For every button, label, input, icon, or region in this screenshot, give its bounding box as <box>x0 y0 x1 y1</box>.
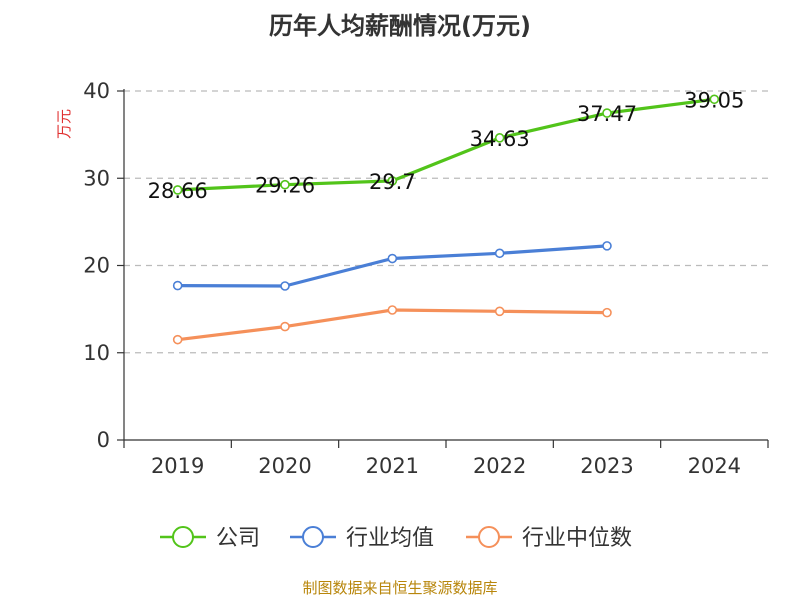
y-tick-label: 0 <box>97 428 110 452</box>
gridlines <box>124 90 768 354</box>
legend-label: 行业中位数 <box>522 526 632 551</box>
data-label: 29.7 <box>369 170 416 194</box>
y-axis-label: 万元 <box>55 109 73 139</box>
y-tick-label: 40 <box>83 79 110 103</box>
legend-label: 公司 <box>216 526 260 551</box>
legend-item[interactable]: 公司 <box>160 526 260 551</box>
x-tick-label: 2019 <box>151 454 204 478</box>
data-point[interactable] <box>387 253 398 264</box>
source-note: 制图数据来自恒生聚源数据库 <box>302 579 497 597</box>
y-tick-label: 20 <box>83 254 110 278</box>
data-point[interactable] <box>280 281 290 291</box>
legend-item[interactable]: 行业均值 <box>290 526 434 551</box>
data-point[interactable] <box>709 94 720 105</box>
data-labels: 28.66 29.26 29.7 34.63 37.47 39.05 <box>148 88 745 203</box>
data-point[interactable] <box>172 334 183 345</box>
legend-label: 行业均值 <box>346 526 434 551</box>
legend-item[interactable]: 行业中位数 <box>466 526 632 551</box>
data-point[interactable] <box>494 248 505 259</box>
data-point[interactable] <box>494 133 505 143</box>
series-line <box>176 97 716 192</box>
x-tick-label: 2020 <box>258 454 311 478</box>
data-point[interactable] <box>387 305 398 315</box>
y-tick-label: 10 <box>83 341 110 365</box>
data-label: 37.47 <box>577 102 637 126</box>
x-tick-label: 2021 <box>366 454 419 478</box>
data-point[interactable] <box>602 108 612 118</box>
data-label: 29.26 <box>255 174 315 198</box>
y-tick-label: 30 <box>83 166 110 190</box>
data-label: 39.05 <box>684 88 744 112</box>
legend[interactable]: 公司 行业均值 行业中位数 <box>160 526 632 551</box>
data-point[interactable] <box>387 176 398 186</box>
data-point[interactable] <box>280 179 290 190</box>
data-point[interactable] <box>172 280 183 291</box>
data-point[interactable] <box>494 306 505 317</box>
legend-marker-icon <box>172 526 194 548</box>
data-point[interactable] <box>602 307 612 318</box>
legend-marker-icon <box>478 526 500 548</box>
series-group <box>172 94 720 345</box>
legend-marker-icon <box>302 526 324 548</box>
data-label: 28.66 <box>148 179 208 203</box>
x-tick-label: 2023 <box>580 454 633 478</box>
data-point[interactable] <box>602 241 612 251</box>
axes: 0 10 20 30 40 2019 2020 2021 2022 2023 2024 <box>83 79 769 478</box>
data-point[interactable] <box>280 321 290 332</box>
data-label: 34.63 <box>470 127 530 151</box>
data-point[interactable] <box>172 185 183 195</box>
chart-title: 历年人均薪酬情况(万元) <box>269 12 531 40</box>
x-tick-label: 2024 <box>688 454 741 478</box>
x-tick-label: 2022 <box>473 454 526 478</box>
